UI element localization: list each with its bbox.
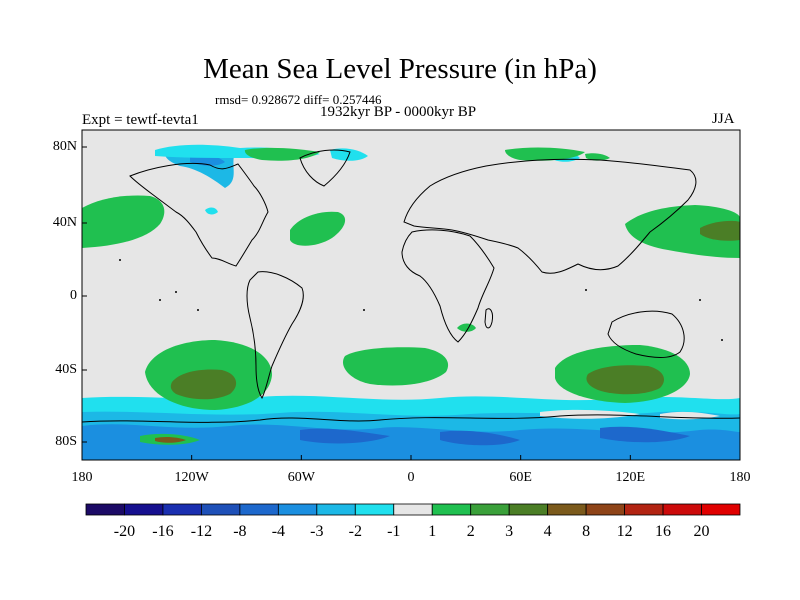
colorbar-label: -2	[349, 523, 362, 540]
coastline-madagascar	[484, 308, 493, 329]
colorbar-box	[277, 503, 318, 516]
colorbar-box	[162, 503, 202, 516]
colorbar-label: 20	[694, 523, 710, 540]
colorbar-box	[354, 503, 395, 516]
coastline-africa	[401, 229, 495, 343]
colorbar-label: 8	[582, 523, 590, 540]
coastline-antarctica	[82, 414, 740, 423]
x-axis-labels: 180 120W 60W 0 60E 120E 180	[72, 470, 751, 485]
colorbar-boxes	[85, 503, 741, 516]
x-tick-label: 180	[730, 470, 751, 485]
y-tick-label: 80S	[55, 434, 77, 449]
x-tick-label: 180	[72, 470, 93, 485]
experiment-label: Expt = tewtf-tevta1	[82, 112, 199, 128]
colorbar-box	[201, 503, 241, 516]
colorbar-label: -12	[191, 523, 212, 540]
antarctic-white-patch-1	[540, 409, 640, 419]
x-tick-label: 60W	[288, 470, 316, 485]
south-africa-green-spot	[457, 323, 476, 332]
colorbar-box	[431, 503, 472, 516]
antarctic-dark-blue-patch-3	[600, 426, 690, 443]
colorbar-label: -8	[233, 523, 246, 540]
colorbar-label: -20	[114, 523, 135, 540]
season-label: JJA	[712, 111, 735, 127]
colorbar-label: -3	[310, 523, 323, 540]
coastline-north-america	[129, 162, 269, 267]
arctic-cyan-patch-5	[205, 207, 218, 215]
colorbar-label: -4	[272, 523, 285, 540]
colorbar-label: 4	[544, 523, 552, 540]
colorbar-label: 2	[467, 523, 475, 540]
colorbar-label: -1	[387, 523, 400, 540]
colorbar-label: -16	[152, 523, 173, 540]
anomaly-map	[82, 130, 740, 460]
y-tick-label: 0	[70, 288, 77, 303]
y-tick-label: 80N	[53, 139, 77, 154]
north-atlantic-green-anomaly	[290, 211, 346, 246]
colorbar-box	[393, 503, 433, 516]
coastline-australia	[607, 310, 685, 358]
antarctic-blue-patches	[82, 424, 740, 460]
arctic-green-patch-2	[505, 147, 585, 161]
x-tick-label: 0	[408, 470, 415, 485]
x-tick-label: 120E	[616, 470, 646, 485]
time-period-label: 1932kyr BP - 0000kyr BP	[320, 104, 477, 120]
island-specks	[119, 259, 723, 341]
colorbar-label: 16	[655, 523, 671, 540]
colorbar-box	[547, 503, 587, 516]
colorbar-label: 12	[617, 523, 633, 540]
west-pacific-dark-green-core	[700, 220, 740, 241]
colorbar-labels: -20 -16 -12 -8 -4 -3 -2 -1 1 2 3 4 8 12 16 20	[114, 523, 710, 540]
south-pacific-dark-green-core	[170, 369, 237, 400]
y-axis-labels: 80N 40N 0 40S 80S	[53, 139, 77, 449]
coastline-eurasia	[403, 158, 697, 274]
colorbar-box	[239, 503, 279, 516]
antarctic-dark-blue-patch-2	[440, 430, 520, 446]
colorbar-box	[316, 503, 356, 516]
antarctic-brown-spot	[155, 436, 186, 443]
west-pacific-green-anomaly	[625, 205, 740, 258]
coastline-south-america	[246, 271, 304, 399]
colorbar-box	[85, 503, 125, 516]
rmsd-diff-stats: rmsd= 0.928672 diff= 0.257446	[215, 92, 382, 107]
antarctic-dark-blue-patch-1	[300, 428, 390, 444]
colorbar-box	[470, 503, 510, 516]
colorbar-label: 3	[505, 523, 513, 540]
colorbar-box	[701, 503, 741, 516]
coastlines	[82, 149, 740, 423]
colorbar-box	[624, 503, 664, 516]
coastline-greenland	[299, 149, 351, 187]
y-tick-label: 40N	[53, 215, 77, 230]
plot-title: Mean Sea Level Pressure (in hPa)	[203, 53, 597, 85]
arctic-green-patch-3	[585, 153, 610, 161]
north-pacific-green-anomaly	[82, 195, 165, 248]
y-tick-label: 40S	[55, 362, 77, 377]
colorbar-box	[508, 503, 549, 516]
south-indian-dark-green-core	[586, 365, 664, 395]
colorbar: -20 -16 -12 -8 -4 -3 -2 -1 1 2 3 4 8 12 16 20	[85, 503, 741, 540]
colorbar-box	[124, 503, 164, 516]
colorbar-box	[662, 503, 702, 516]
x-tick-label: 120W	[175, 470, 210, 485]
south-atlantic-green-anomaly	[342, 347, 449, 386]
axis-ticks	[81, 146, 741, 460]
colorbar-box	[585, 503, 625, 516]
colorbar-label: 1	[428, 523, 436, 540]
x-tick-label: 60E	[509, 470, 532, 485]
